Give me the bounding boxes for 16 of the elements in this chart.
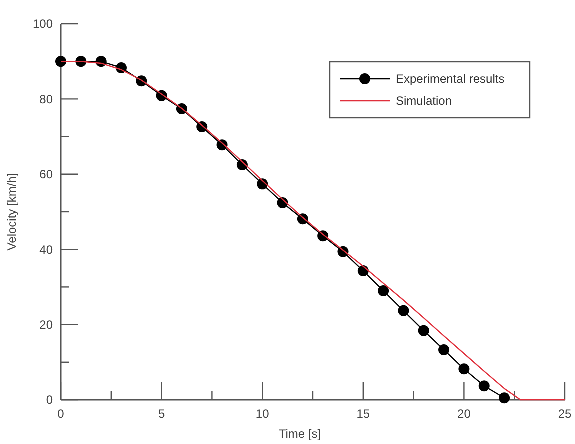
x-tick-label: 0 bbox=[58, 407, 65, 421]
y-tick-label: 80 bbox=[40, 92, 54, 106]
x-tick-label: 10 bbox=[256, 407, 270, 421]
y-tick-label: 100 bbox=[32, 17, 54, 32]
y-tick-label: 60 bbox=[40, 168, 54, 182]
y-tick-label: 0 bbox=[46, 393, 54, 408]
y-tick-label: 20 bbox=[40, 318, 54, 332]
legend-label: Experimental results bbox=[396, 72, 505, 86]
x-tick-label: 20 bbox=[458, 407, 472, 421]
y-tick-label: 40 bbox=[40, 242, 54, 257]
x-tick-label: 25 bbox=[558, 407, 572, 421]
legend-label: Simulation bbox=[396, 94, 452, 108]
y-axis-title: Velocity [km/h] bbox=[5, 173, 19, 251]
x-tick-label: 5 bbox=[158, 407, 166, 421]
x-axis-title: Time [s] bbox=[278, 427, 322, 441]
x-tick-label: 15 bbox=[356, 407, 370, 421]
